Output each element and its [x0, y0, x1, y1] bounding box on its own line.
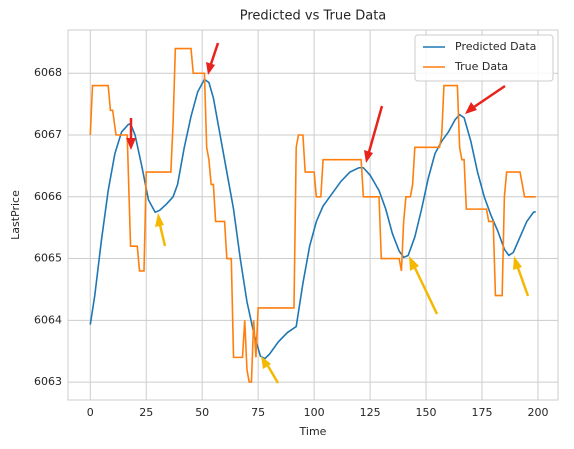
arrow — [473, 84, 506, 109]
arrow-head — [261, 356, 271, 369]
series-line — [89, 78, 536, 360]
x-tick-label: 0 — [87, 406, 94, 419]
x-tick-label: 125 — [360, 406, 381, 419]
arrow-head — [126, 138, 136, 150]
arrow-head — [155, 213, 164, 227]
arrow-head — [364, 150, 373, 163]
chart-title: Predicted vs True Data — [240, 9, 387, 24]
annotation-arrows — [126, 42, 530, 384]
y-tick-label: 6067 — [34, 128, 62, 141]
y-tick-label: 6068 — [34, 66, 62, 79]
plot-area: 0 25 50 75 100 125 150 175 200 6063 6064 6065 6066 60… — [34, 29, 559, 419]
x-tick-label: 50 — [195, 406, 209, 419]
y-tick-label: 6066 — [34, 190, 62, 203]
arrow-head — [465, 102, 477, 114]
x-tick-label: 100 — [304, 406, 325, 419]
y-axis-label: LastPrice — [9, 190, 22, 240]
plot-background — [68, 30, 558, 400]
arrow — [367, 105, 384, 153]
legend-box — [414, 34, 554, 82]
arrow — [158, 224, 167, 247]
legend-label: Predicted Data — [455, 40, 536, 53]
y-tick-label: 6064 — [34, 313, 62, 326]
arrow — [209, 42, 220, 65]
series-line — [89, 47, 536, 383]
legend-label: True Data — [454, 60, 508, 73]
x-tick-label: 75 — [251, 406, 265, 419]
x-tick-label: 25 — [139, 406, 153, 419]
arrow-head — [513, 256, 522, 270]
y-tick-label: 6065 — [34, 252, 62, 265]
x-tick-label: 200 — [527, 406, 548, 419]
y-tick-label: 6063 — [34, 375, 62, 388]
x-tick-label: 175 — [472, 406, 493, 419]
arrow-head — [206, 62, 215, 75]
arrow — [516, 267, 530, 297]
arrow — [413, 267, 439, 315]
x-tick-label: 150 — [416, 406, 437, 419]
arrow — [266, 365, 280, 384]
x-axis-label: Time — [299, 425, 327, 438]
plot-frame — [67, 29, 559, 401]
arrow-head — [409, 256, 419, 271]
legend: Predicted Data True Data — [414, 34, 554, 82]
